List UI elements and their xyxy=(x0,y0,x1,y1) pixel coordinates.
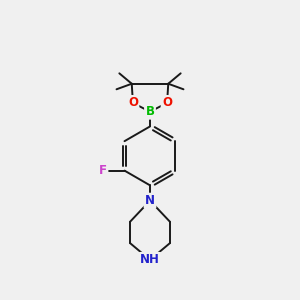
Text: NH: NH xyxy=(140,253,160,266)
Text: O: O xyxy=(162,96,172,110)
Text: F: F xyxy=(99,164,107,177)
Text: N: N xyxy=(145,194,155,207)
Text: O: O xyxy=(128,96,138,110)
Text: B: B xyxy=(146,105,154,118)
